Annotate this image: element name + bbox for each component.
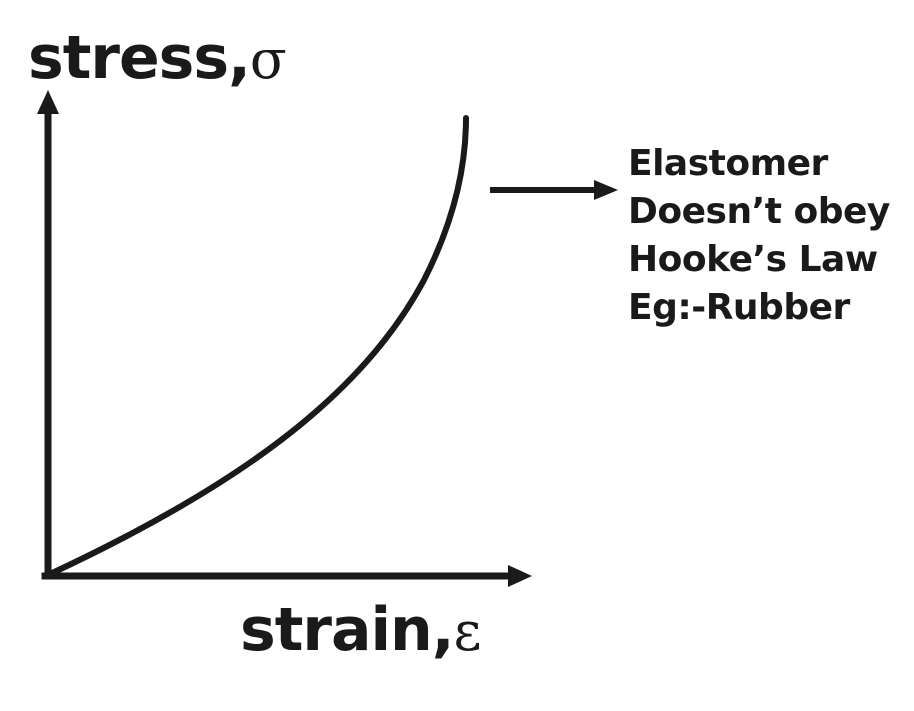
- elastomer-curve: [47, 115, 469, 577]
- x-axis-arrowhead: [508, 565, 532, 587]
- x-axis-label-text: strain,: [240, 595, 455, 665]
- epsilon-symbol: ε: [453, 600, 482, 663]
- y-axis-label: stress,σ: [28, 28, 287, 91]
- x-axis-label: strain,ε: [240, 600, 482, 663]
- annotation-line: Elastomer: [628, 143, 828, 184]
- elastomer-annotation: Elastomer Doesn’t obey Hooke’s Law Eg:-R…: [628, 140, 890, 332]
- pointer-arrowhead: [594, 180, 618, 200]
- y-axis-label-text: stress,: [28, 23, 251, 93]
- sigma-symbol: σ: [249, 28, 287, 91]
- y-axis-arrowhead: [37, 90, 59, 114]
- annotation-line: Eg:-Rubber: [628, 287, 850, 328]
- annotation-line: Doesn’t obey: [628, 191, 890, 232]
- annotation-line: Hooke’s Law: [628, 239, 878, 280]
